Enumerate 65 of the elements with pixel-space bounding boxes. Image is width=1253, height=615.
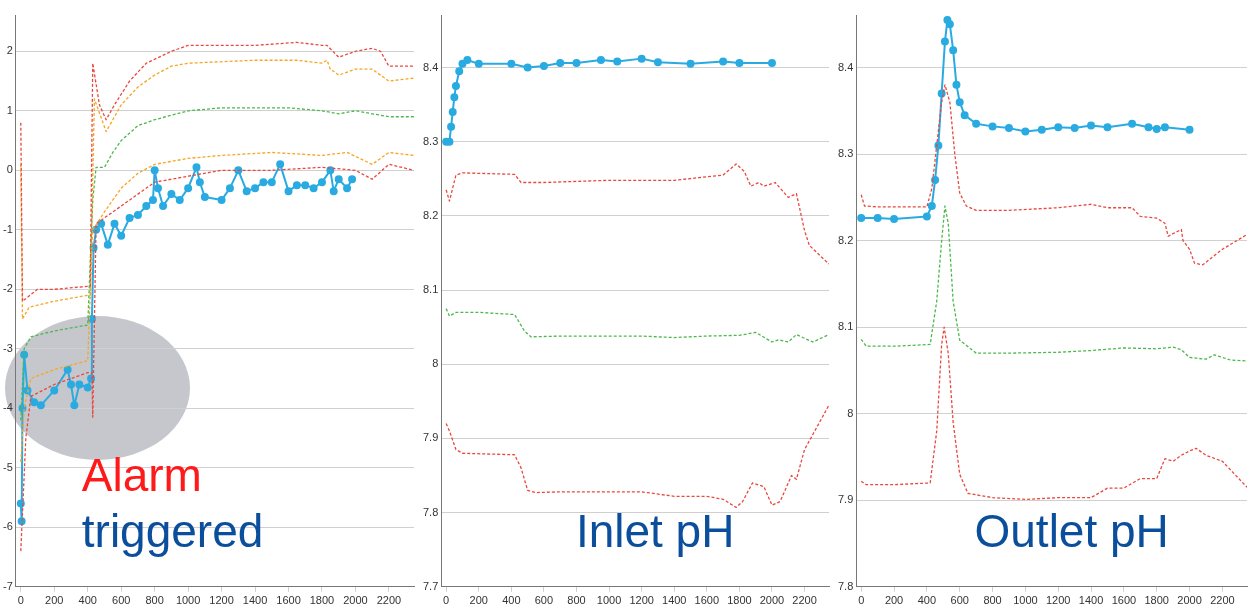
x-tick-label: 1400 — [1078, 594, 1104, 607]
y-tick-label: 8.4 — [422, 60, 439, 73]
x-tick-label: 2200 — [376, 594, 402, 607]
x-tick-label: 1800 — [727, 594, 752, 607]
y-tick-label: 7.9 — [837, 493, 854, 506]
y-tick-label: 8.3 — [837, 147, 854, 160]
annotation: triggered — [81, 504, 264, 557]
x-tick-label: 400 — [502, 594, 521, 607]
x-tick-label: 1600 — [1111, 594, 1137, 607]
x-tick-label: 200 — [884, 594, 904, 607]
y-tick-label: 7.8 — [422, 505, 439, 518]
y-tick-label: 8.4 — [837, 60, 854, 73]
x-tick-label: 1400 — [242, 594, 268, 607]
x-tick-label: 400 — [917, 594, 937, 607]
x-tick-label: 0 — [17, 594, 24, 607]
y-tick-label: 8 — [432, 357, 439, 370]
x-tick-label: 1600 — [694, 594, 720, 607]
x-tick-label: 1200 — [1045, 594, 1071, 607]
y-tick-label: 8.2 — [422, 208, 439, 221]
x-tick-label: 800 — [145, 594, 164, 607]
y-tick-label: 1 — [6, 103, 13, 116]
x-tick-label: 800 — [983, 594, 1002, 607]
x-tick-label: 600 — [950, 594, 969, 607]
y-tick-label: 8.3 — [422, 134, 439, 147]
y-tick-label: -7 — [3, 579, 13, 592]
x-tick-label: 2200 — [792, 594, 817, 607]
y-tick-label: 8 — [847, 406, 854, 419]
y-tick-label: 0 — [6, 163, 13, 176]
x-tick-label: 1600 — [276, 594, 301, 607]
x-tick-label: 600 — [112, 594, 131, 607]
x-tick-label: 1200 — [209, 594, 234, 607]
x-tick-label: 2000 — [343, 594, 368, 607]
x-tick-label: 2200 — [1210, 594, 1235, 607]
y-tick-label: 2 — [6, 44, 13, 57]
x-tick-label: 1400 — [662, 594, 687, 607]
x-tick-label: 1000 — [596, 594, 622, 607]
y-tick-label: 8.1 — [837, 320, 854, 333]
x-tick-label: 1000 — [175, 594, 201, 607]
x-tick-label: 1800 — [309, 594, 335, 607]
x-tick-label: 200 — [45, 594, 64, 607]
x-tick-label: 2000 — [1177, 594, 1202, 607]
y-tick-label: 7.8 — [837, 579, 854, 592]
x-tick-label: 1200 — [629, 594, 654, 607]
annotation: Inlet pH — [575, 504, 735, 557]
annotation: Alarm — [81, 448, 202, 501]
y-tick-label: 8.1 — [422, 283, 439, 296]
y-tick-label: -2 — [3, 282, 13, 295]
x-tick-label: 0 — [858, 594, 865, 607]
x-tick-label: 400 — [78, 594, 97, 607]
x-tick-label: 600 — [534, 594, 554, 607]
x-tick-label: 200 — [469, 594, 488, 607]
y-tick-label: -4 — [3, 401, 13, 414]
x-tick-label: 1000 — [1013, 594, 1038, 607]
y-tick-label: -6 — [3, 520, 13, 533]
y-tick-label: 7.7 — [422, 579, 439, 592]
y-tick-label: -5 — [3, 460, 13, 473]
x-tick-label: 800 — [567, 594, 586, 607]
y-tick-label: -1 — [3, 222, 13, 235]
x-tick-label: 0 — [443, 594, 450, 607]
x-tick-label: 1800 — [1144, 594, 1169, 607]
x-tick-label: 2000 — [759, 594, 785, 607]
y-tick-label: 8.2 — [837, 233, 854, 246]
y-tick-label: -3 — [3, 341, 13, 354]
annotation: Outlet pH — [974, 504, 1169, 557]
y-tick-label: 7.9 — [422, 431, 439, 444]
